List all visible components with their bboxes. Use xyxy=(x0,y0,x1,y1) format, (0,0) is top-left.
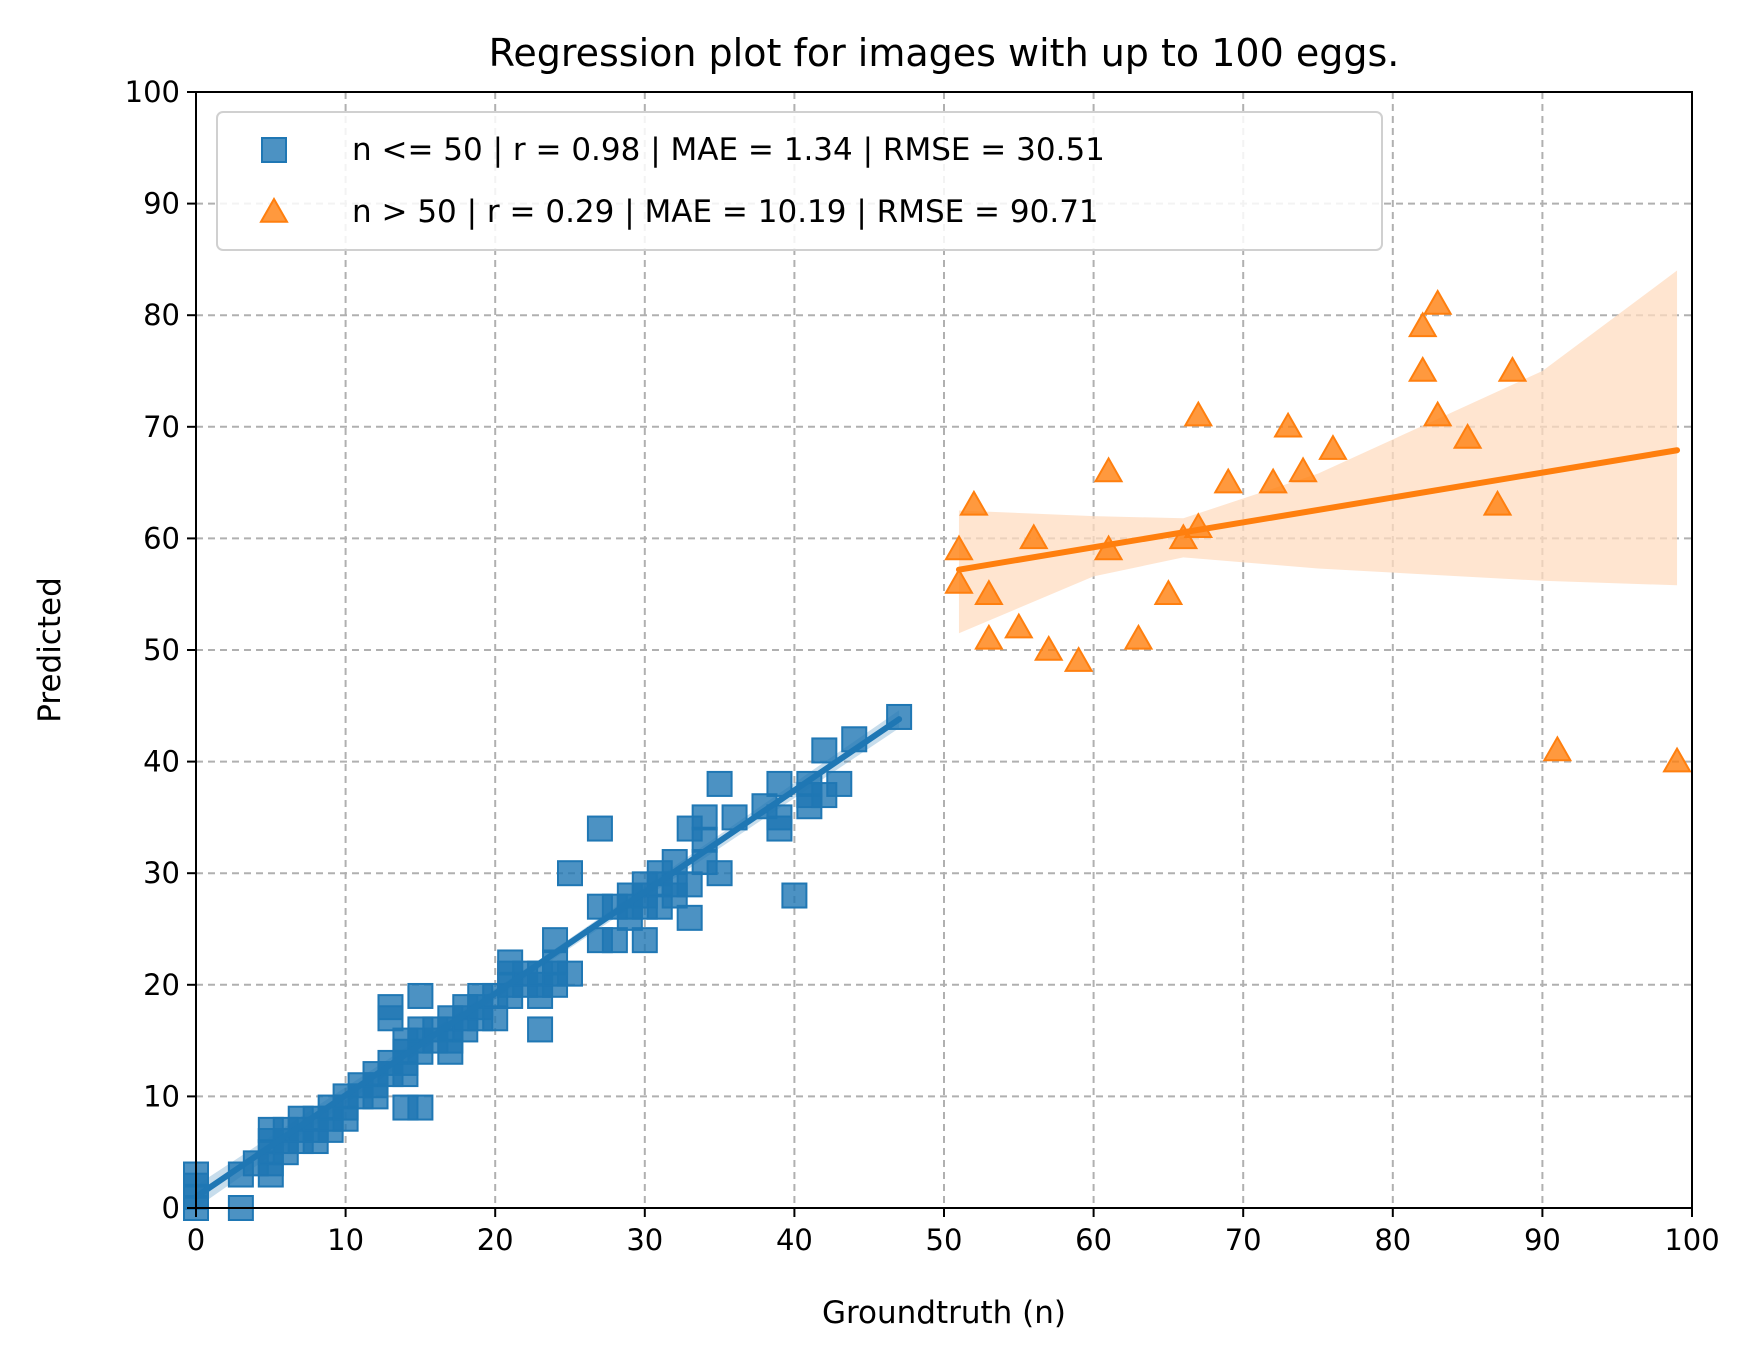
legend-label-series-1: n <= 50 | r = 0.98 | MAE = 1.34 | RMSE =… xyxy=(352,132,1105,168)
regression-lines xyxy=(193,447,1681,1200)
data-point-square xyxy=(706,860,733,887)
data-point-square xyxy=(407,982,434,1009)
y-tick-label: 80 xyxy=(143,298,180,332)
data-point-triangle xyxy=(1422,400,1453,427)
data-point-triangle xyxy=(1123,623,1154,650)
data-point-square xyxy=(377,994,404,1021)
y-tick-label: 10 xyxy=(143,1079,180,1113)
legend-triangle xyxy=(259,196,289,223)
data-point-square xyxy=(482,1005,509,1032)
data-point-triangle xyxy=(1318,434,1348,460)
data-point-square xyxy=(676,904,703,931)
x-tick-label: 90 xyxy=(1524,1223,1561,1257)
regression-line-series-2 xyxy=(955,447,1681,573)
data-point-triangle xyxy=(1288,456,1318,483)
data-point-triangle xyxy=(1452,422,1483,449)
x-axis-label: Groundtruth (n) xyxy=(822,1295,1066,1331)
y-tick-label: 30 xyxy=(143,856,180,890)
y-axis-label: Predicted xyxy=(32,577,68,723)
data-point-triangle xyxy=(1153,579,1184,605)
data-point-triangle xyxy=(1542,735,1573,762)
x-tick-label: 60 xyxy=(1075,1223,1112,1257)
data-point-triangle xyxy=(974,579,1004,605)
data-point-triangle xyxy=(1033,634,1064,661)
data-point-square xyxy=(691,804,718,831)
data-point-triangle xyxy=(1093,456,1124,483)
data-point-square xyxy=(811,737,838,764)
y-tick-label: 40 xyxy=(143,745,180,779)
data-point-square xyxy=(527,1016,554,1043)
data-point-square xyxy=(781,882,808,909)
legend-triangle-marker xyxy=(259,196,289,223)
y-tick-label: 20 xyxy=(143,968,180,1002)
x-axis-ticks: 0 10 20 30 40 50 60 70 80 90 100 xyxy=(187,1208,1720,1257)
x-tick-label: 10 xyxy=(327,1223,364,1257)
x-tick-label: 30 xyxy=(626,1223,663,1257)
data-point-triangle xyxy=(1273,411,1303,438)
y-tick-label: 100 xyxy=(125,75,180,109)
data-point-square xyxy=(586,815,613,842)
data-point-square xyxy=(631,927,658,954)
data-point-triangle xyxy=(1258,467,1288,494)
y-tick-label: 50 xyxy=(143,633,180,667)
legend-label-series-2: n > 50 | r = 0.29 | MAE = 10.19 | RMSE =… xyxy=(352,194,1099,230)
x-tick-label: 80 xyxy=(1374,1223,1411,1257)
y-tick-label: 70 xyxy=(143,410,180,444)
regression-line-series-1 xyxy=(193,716,903,1200)
y-tick-label: 0 xyxy=(162,1191,180,1225)
data-point-square xyxy=(557,860,583,887)
chart-title: Regression plot for images with up to 10… xyxy=(489,31,1400,75)
data-point-triangle xyxy=(1063,646,1094,672)
x-tick-label: 100 xyxy=(1664,1223,1719,1257)
data-point-square xyxy=(826,770,853,797)
data-point-square xyxy=(676,871,703,898)
data-point-triangle xyxy=(959,489,989,516)
data-point-square xyxy=(601,927,628,954)
data-point-triangle xyxy=(1422,289,1453,315)
x-tick-label: 20 xyxy=(477,1223,514,1257)
x-tick-label: 50 xyxy=(926,1223,963,1257)
legend-square-marker xyxy=(261,137,287,163)
data-point-triangle xyxy=(1497,355,1528,382)
data-point-triangle xyxy=(1407,311,1438,338)
data-point-triangle xyxy=(1004,612,1034,639)
data-point-triangle xyxy=(1213,467,1243,494)
data-point-triangle xyxy=(1407,355,1438,382)
data-point-triangle xyxy=(944,568,974,594)
data-point-triangle xyxy=(1482,489,1513,516)
data-point-triangle xyxy=(944,534,974,561)
legend-square xyxy=(261,137,287,163)
y-tick-label: 90 xyxy=(143,187,180,221)
data-point-triangle xyxy=(974,623,1004,650)
legend: n <= 50 | r = 0.98 | MAE = 1.34 | RMSE =… xyxy=(216,111,1383,251)
x-tick-label: 70 xyxy=(1225,1223,1262,1257)
data-point-square xyxy=(557,960,583,987)
data-point-triangle xyxy=(1183,400,1214,427)
data-point-square xyxy=(706,770,733,797)
data-point-square xyxy=(407,1094,434,1121)
data-point-triangle xyxy=(1019,523,1049,550)
x-tick-label: 0 xyxy=(187,1223,205,1257)
x-tick-label: 40 xyxy=(776,1223,813,1257)
y-axis-ticks: 0 10 20 30 40 50 60 70 80 90 100 xyxy=(125,75,196,1225)
legend-box xyxy=(216,111,1383,251)
y-tick-label: 60 xyxy=(143,521,180,555)
data-point-triangle xyxy=(1662,746,1692,773)
